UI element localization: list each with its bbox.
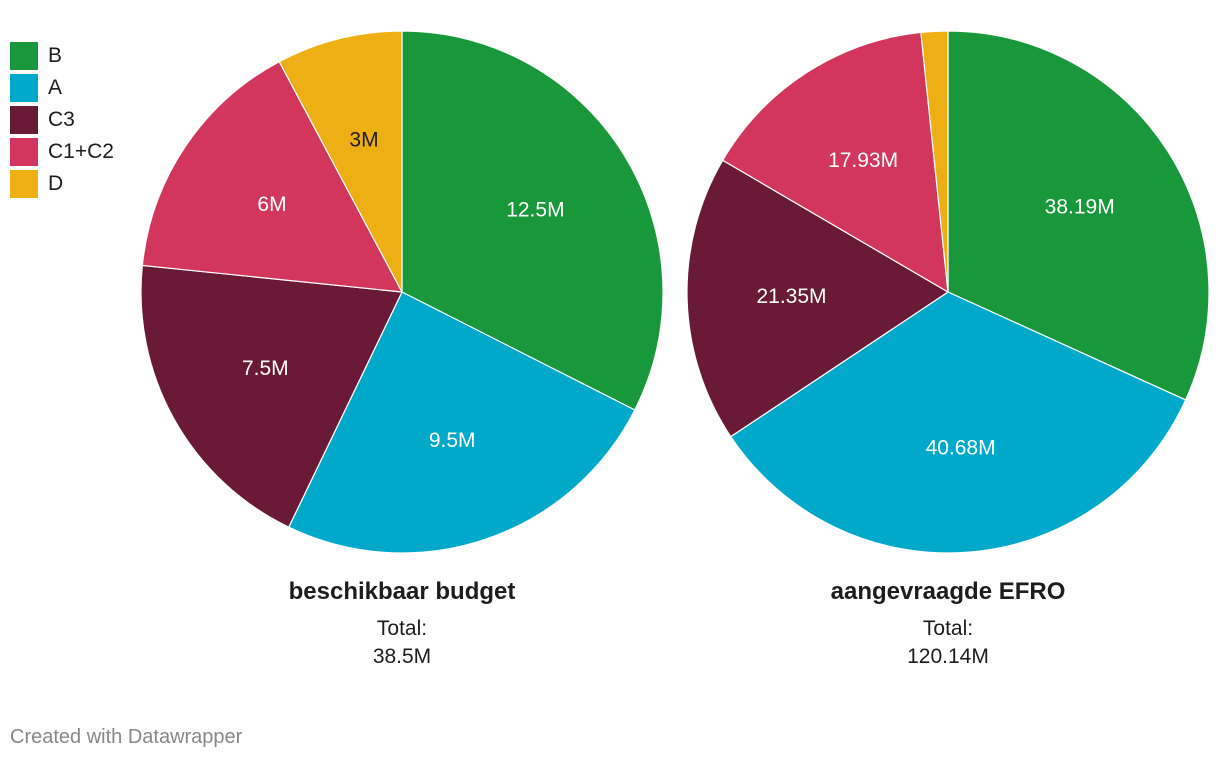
slice-label-c3-1: 7.5M (242, 357, 289, 380)
total-label-1: Total: (377, 617, 427, 640)
legend-swatch-d (10, 170, 38, 198)
slice-c3-2 (686, 159, 950, 438)
slice-label-c1c2-2: 17.93M (828, 149, 898, 172)
legend-item-c3: C3 (10, 104, 114, 136)
slice-label-b-1: 12.5M (506, 199, 564, 222)
legend-label-c1c2: C1+C2 (48, 140, 114, 163)
legend-item-b: B (10, 40, 114, 72)
slice-label-a-2: 40.68M (926, 437, 996, 460)
slice-c1c2-1 (141, 60, 404, 293)
legend-item-d: D (10, 168, 114, 200)
slice-label-d-1: 3M (349, 129, 378, 152)
legend-label-d: D (48, 172, 64, 195)
slice-d-1 (278, 30, 403, 293)
slice-b-2 (947, 30, 1210, 401)
chart-title-1: beschikbaar budget (289, 578, 516, 605)
slice-c1c2-2 (721, 31, 949, 294)
legend-item-a: A (10, 72, 114, 104)
slice-label-a-1: 9.5M (429, 429, 476, 452)
slice-b-1 (401, 30, 664, 411)
pie-charts: 12.5M 9.5M 7.5M 6M 3M beschikbaar budget Total… (140, 30, 1210, 668)
legend-swatch-b (10, 42, 38, 70)
legend-swatch-a (10, 74, 38, 102)
slice-a-1 (287, 291, 636, 554)
slice-label-c3-2: 21.35M (756, 285, 826, 308)
footer-credit[interactable]: Created with Datawrapper (10, 726, 243, 748)
slice-d-2 (920, 30, 949, 293)
slice-label-c1c2-1: 6M (257, 193, 286, 216)
slice-label-b-2: 38.19M (1045, 196, 1115, 219)
legend-swatch-c1c2 (10, 138, 38, 166)
pie-chart-2: 38.19M 40.68M 21.35M 17.93M aangevraagde EFR… (686, 30, 1210, 668)
slice-a-2 (729, 291, 1187, 554)
legend: B A C3 C1+C2 D (10, 40, 114, 200)
legend-swatch-c3 (10, 106, 38, 134)
slice-c3-1 (140, 264, 403, 528)
legend-label-a: A (48, 76, 63, 99)
legend-item-c1c2: C1+C2 (10, 136, 114, 168)
legend-label-c3: C3 (48, 108, 75, 131)
total-label-2: Total: (923, 617, 973, 640)
total-value-2: 120.14M (907, 645, 989, 668)
pie-chart-1: 12.5M 9.5M 7.5M 6M 3M beschikbaar budget Total… (140, 30, 664, 668)
legend-label-b: B (48, 44, 63, 67)
chart-title-2: aangevraagde EFRO (831, 578, 1066, 605)
total-value-1: 38.5M (373, 645, 431, 668)
